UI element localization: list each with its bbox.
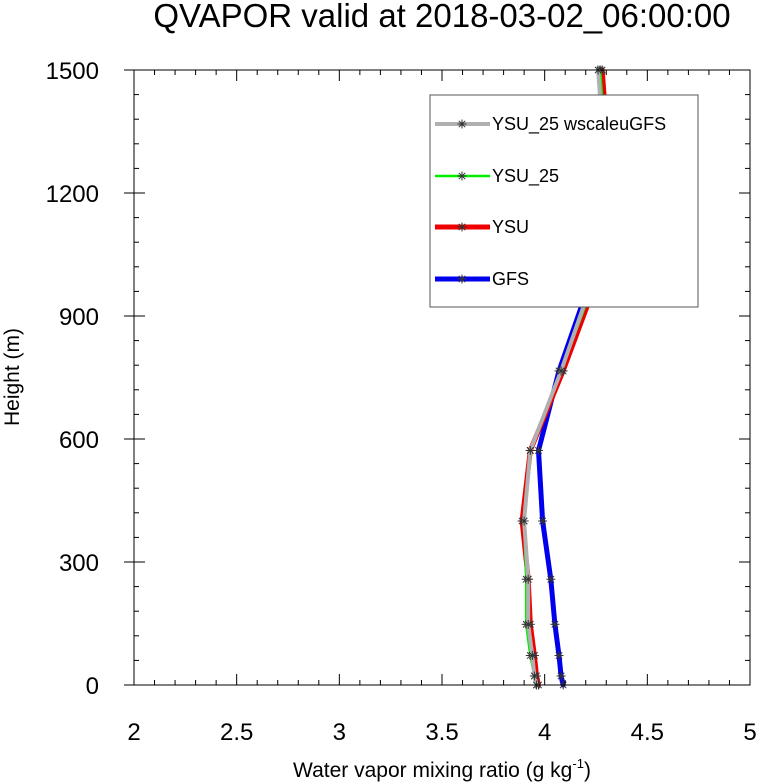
data-point-gfs-5 — [538, 516, 548, 526]
legend-entry-ysu: YSU — [435, 217, 529, 237]
legend-marker — [457, 274, 467, 284]
x-axis-label-superscript: -1 — [572, 756, 584, 771]
x-tick-label: 4.5 — [631, 719, 664, 746]
y-axis-label: Height (m) — [1, 328, 24, 426]
y-tick-label: 1200 — [46, 181, 99, 208]
data-point-gfs-6 — [534, 445, 544, 455]
legend-label: YSU_25 — [492, 166, 559, 187]
x-tick-label: 3.5 — [425, 719, 458, 746]
chart-title: QVAPOR valid at 2018-03-02_06:00:00 — [153, 0, 730, 34]
legend: YSU_25 wscaleuGFS YSU_25 YSU GFS — [429, 94, 699, 308]
data-point-ysu-25-wscaleugfs-3 — [523, 619, 533, 629]
y-tick-label: 600 — [59, 427, 99, 454]
legend-box — [429, 94, 699, 308]
data-point-ysu-25-wscaleugfs-5 — [519, 516, 529, 526]
legend-entry-ysu-25: YSU_25 — [435, 166, 559, 187]
x-tick-label: 4 — [538, 719, 551, 746]
legend-label: YSU — [492, 217, 529, 237]
data-point-gfs-4 — [546, 574, 556, 584]
x-tick-label: 2 — [127, 719, 140, 746]
legend-label: YSU_25 wscaleuGFS — [492, 114, 666, 135]
x-tick-label: 5 — [743, 719, 756, 746]
x-tick-label: 2.5 — [220, 719, 253, 746]
data-point-gfs-1 — [556, 671, 566, 681]
y-tick-label: 0 — [86, 673, 99, 700]
data-point-ysu-25-wscaleugfs-1 — [529, 671, 539, 681]
y-tick-label: 1500 — [46, 58, 99, 85]
legend-marker — [457, 119, 467, 129]
x-axis-label-close: ) — [584, 759, 591, 782]
axis-ticks: 2 2.5 3 3.5 4 4.5 5 0 300 600 900 1200 1500 — [46, 58, 757, 746]
data-point-ysu-25-wscaleugfs-2 — [527, 650, 537, 660]
data-point-ysu-25-wscaleugfs-6 — [525, 445, 535, 455]
y-tick-label: 900 — [59, 304, 99, 331]
y-tick-label: 300 — [59, 550, 99, 577]
data-point-gfs-3 — [550, 619, 560, 629]
data-point-ysu-25-wscaleugfs-4 — [523, 574, 533, 584]
x-axis-label: Water vapor mixing ratio (g kg-1) — [293, 756, 591, 782]
data-point-ysu-25-wscaleugfs-7 — [556, 366, 566, 376]
legend-marker — [457, 171, 467, 181]
legend-label: GFS — [492, 269, 529, 289]
legend-marker — [457, 222, 467, 232]
x-tick-label: 3 — [333, 719, 346, 746]
legend-entry-gfs: GFS — [435, 269, 529, 289]
legend-entry-ysu-25-wscaleugfs: YSU_25 wscaleuGFS — [435, 114, 666, 135]
data-point-gfs-2 — [554, 650, 564, 660]
